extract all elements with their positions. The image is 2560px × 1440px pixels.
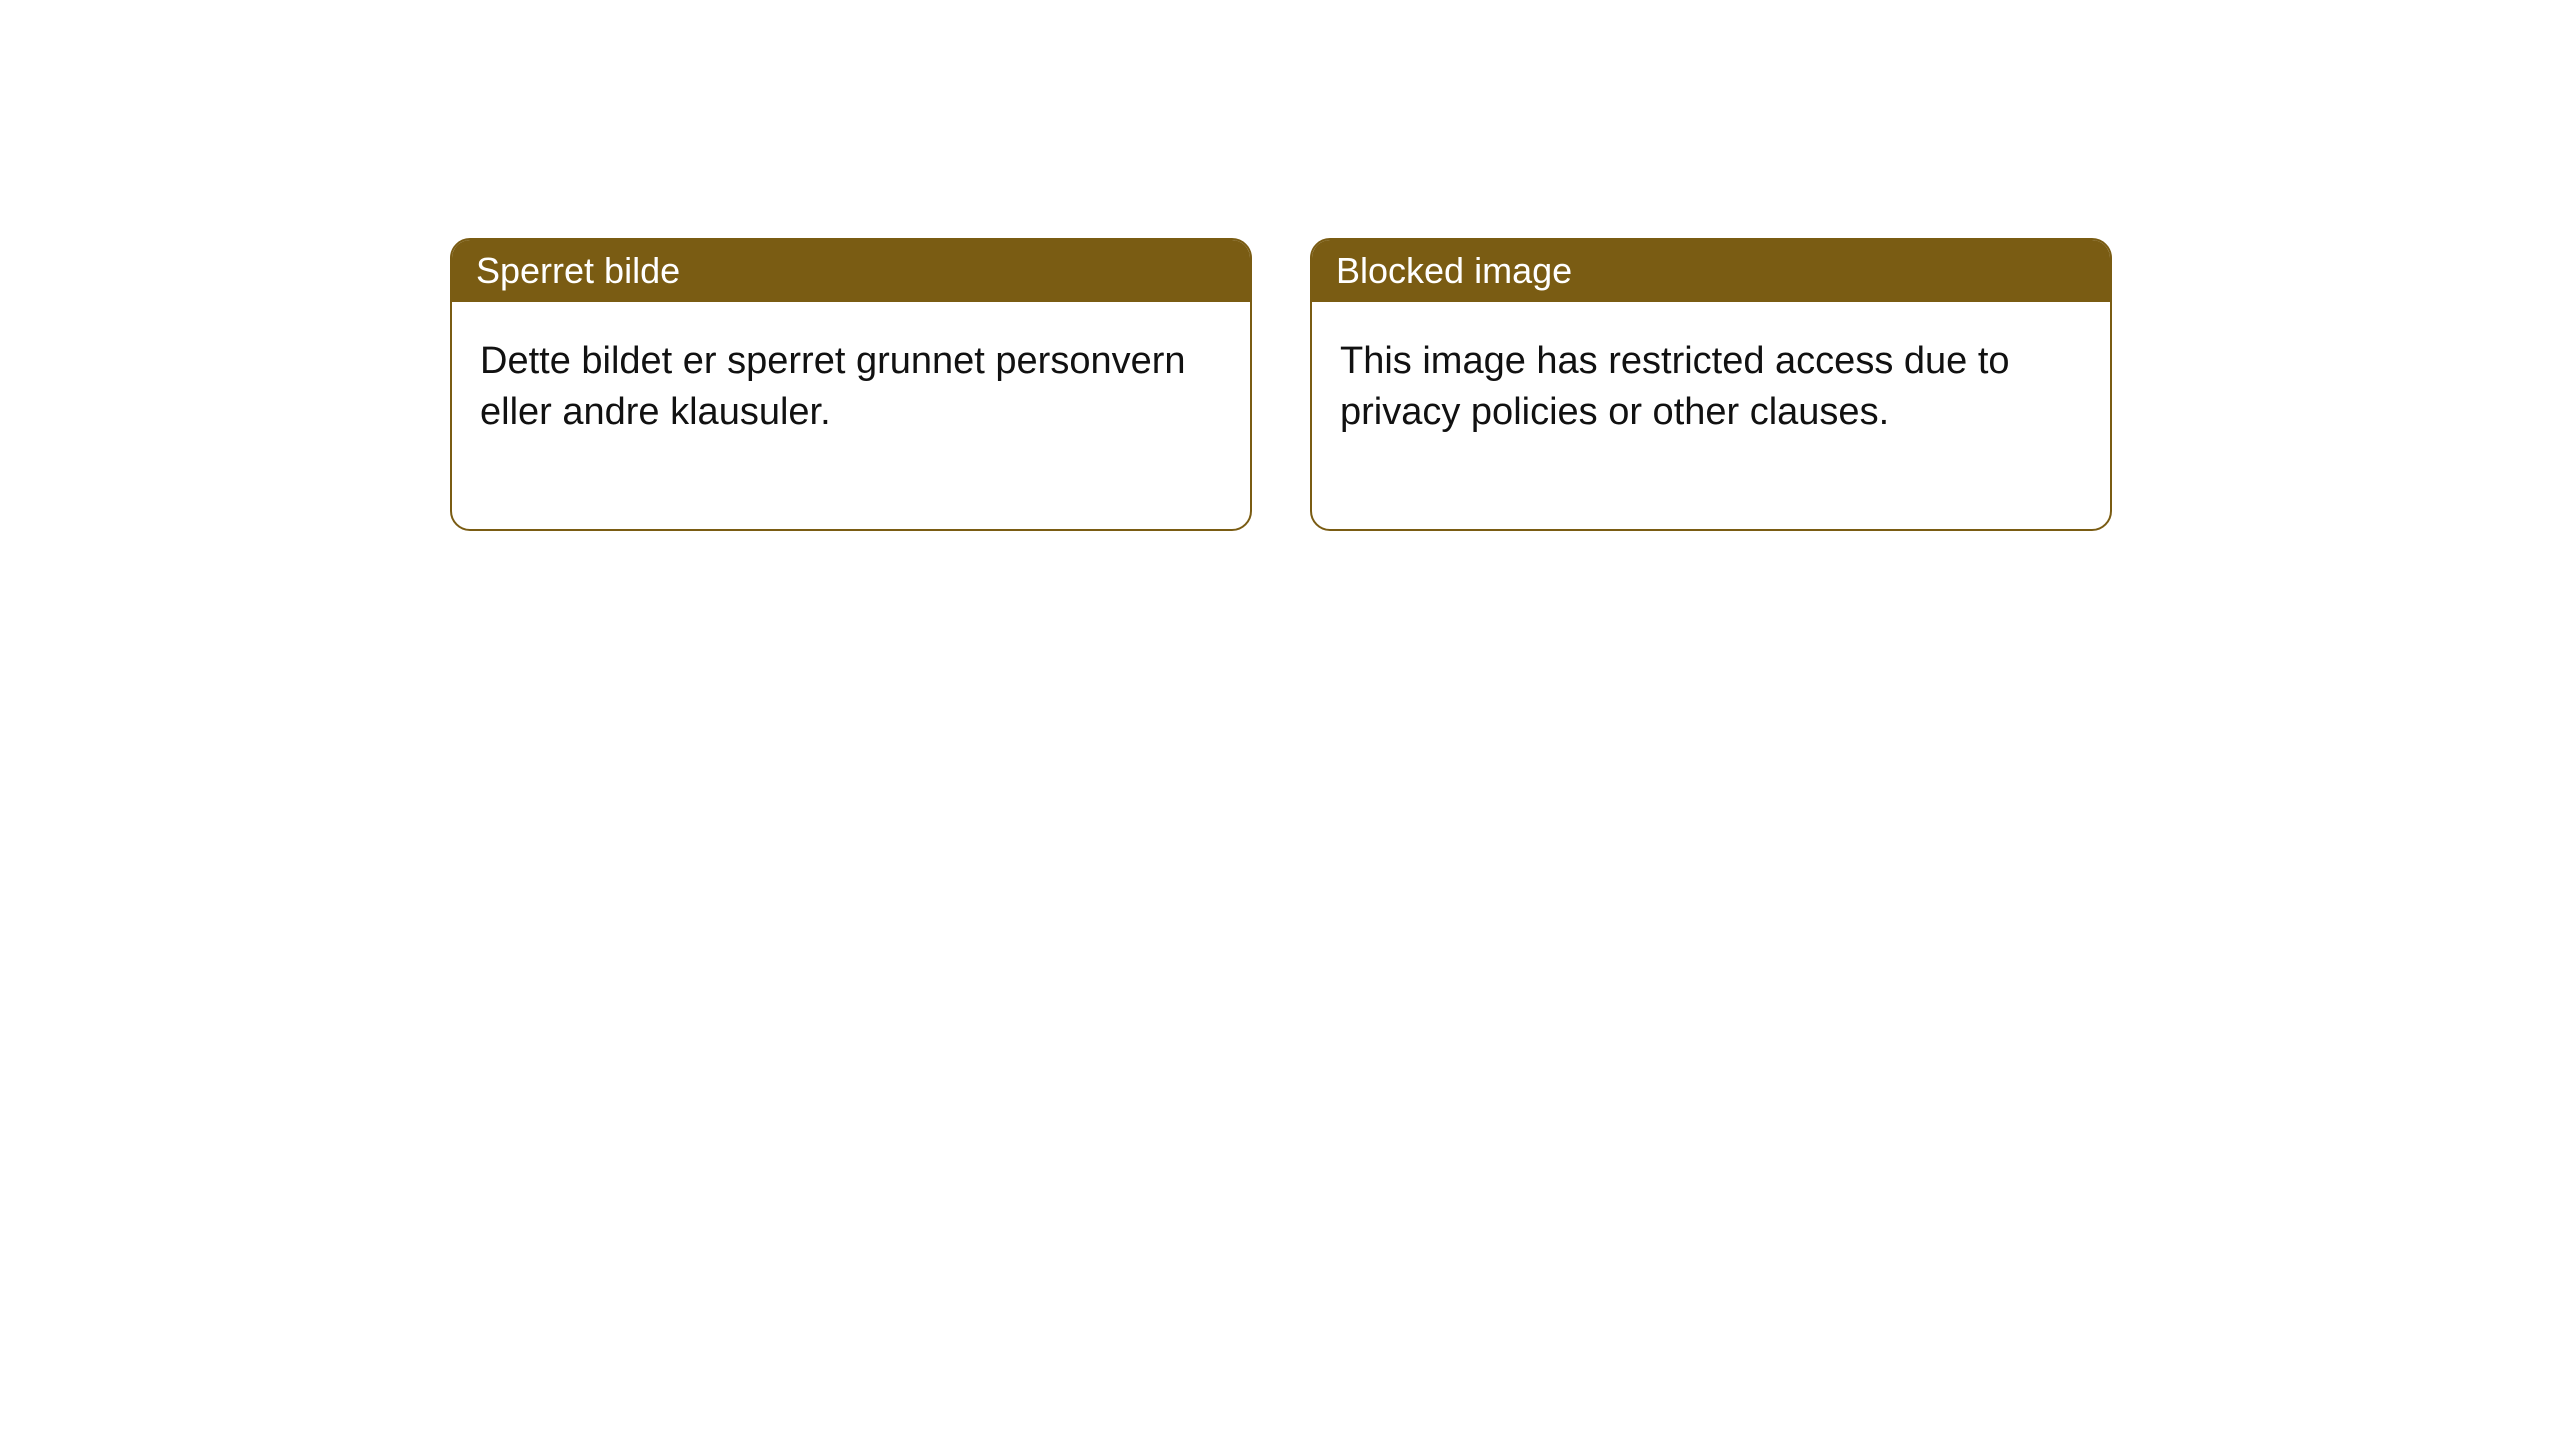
notice-card-english: Blocked image This image has restricted … [1310,238,2112,531]
card-body-text: This image has restricted access due to … [1340,340,2010,433]
notice-card-norwegian: Sperret bilde Dette bildet er sperret gr… [450,238,1252,531]
card-title: Sperret bilde [476,250,680,291]
card-header: Blocked image [1312,240,2110,302]
card-body: This image has restricted access due to … [1312,302,2110,529]
card-header: Sperret bilde [452,240,1250,302]
card-title: Blocked image [1336,250,1572,291]
notice-cards-container: Sperret bilde Dette bildet er sperret gr… [450,238,2112,531]
card-body: Dette bildet er sperret grunnet personve… [452,302,1250,529]
card-body-text: Dette bildet er sperret grunnet personve… [480,340,1186,433]
